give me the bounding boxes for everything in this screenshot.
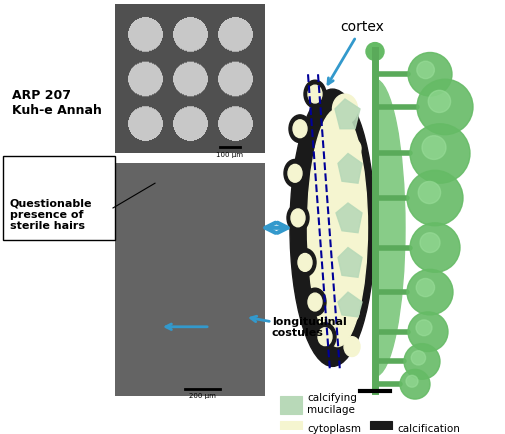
Ellipse shape [291,209,305,227]
Polygon shape [335,99,360,129]
Text: calcification: calcification [397,424,460,434]
Text: 100 μm: 100 μm [217,151,243,158]
Text: 200 μm: 200 μm [188,393,216,399]
Ellipse shape [410,124,470,183]
Ellipse shape [407,270,453,315]
Bar [280,396,302,414]
Ellipse shape [341,301,359,323]
Polygon shape [338,154,362,183]
Ellipse shape [408,53,452,96]
Ellipse shape [339,138,361,159]
Bar [370,421,392,434]
Ellipse shape [293,120,307,138]
Bar [280,421,302,434]
Ellipse shape [404,344,440,379]
Text: cortex: cortex [328,20,384,84]
Ellipse shape [318,328,332,345]
Ellipse shape [332,94,358,124]
Ellipse shape [290,89,375,366]
Ellipse shape [428,90,450,112]
Ellipse shape [336,264,360,290]
Polygon shape [336,203,362,233]
Ellipse shape [420,233,440,253]
Ellipse shape [408,312,448,352]
Ellipse shape [366,43,384,60]
Ellipse shape [345,79,405,376]
Ellipse shape [410,223,460,272]
FancyBboxPatch shape [3,157,115,240]
Ellipse shape [298,253,312,271]
Ellipse shape [417,61,434,79]
Ellipse shape [308,109,368,347]
Text: longitudinal
costules: longitudinal costules [272,317,347,339]
Ellipse shape [416,320,432,335]
Ellipse shape [284,159,306,187]
Text: ARP 207
Kuh-e Annah: ARP 207 Kuh-e Annah [12,89,102,117]
Ellipse shape [308,293,322,311]
Ellipse shape [400,369,430,399]
Ellipse shape [304,80,326,108]
Ellipse shape [336,179,360,207]
Text: Questionable
presence of
sterile hairs: Questionable presence of sterile hairs [10,198,92,231]
Ellipse shape [417,79,473,135]
Ellipse shape [411,351,426,365]
Ellipse shape [422,136,446,159]
Ellipse shape [288,164,302,182]
Ellipse shape [294,249,316,276]
Ellipse shape [304,288,326,316]
Polygon shape [338,292,362,317]
Ellipse shape [341,227,363,249]
Ellipse shape [289,115,311,143]
Ellipse shape [406,375,418,387]
Ellipse shape [418,181,440,204]
Ellipse shape [344,337,360,356]
Ellipse shape [416,279,435,297]
Polygon shape [338,247,362,277]
Ellipse shape [407,170,463,226]
Text: calcifying
mucilage: calcifying mucilage [307,393,357,415]
Ellipse shape [314,323,336,351]
Ellipse shape [287,204,309,232]
Text: cytoplasm: cytoplasm [307,424,361,434]
Ellipse shape [308,85,322,103]
